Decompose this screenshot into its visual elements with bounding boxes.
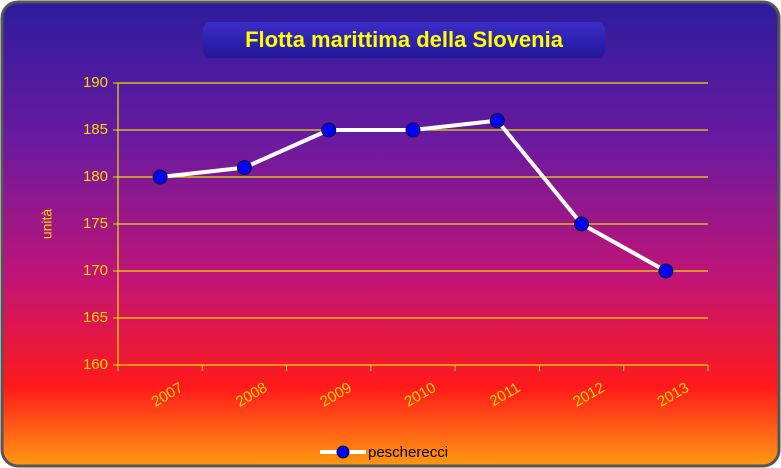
- legend-label: pescherecci: [368, 444, 448, 461]
- chart-title: Flotta marittima della Slovenia: [245, 27, 564, 52]
- marker: [152, 169, 168, 185]
- y-tick-label: 190: [83, 74, 108, 91]
- y-axis-label: unità: [39, 209, 55, 240]
- title-box: [203, 22, 605, 58]
- marker: [236, 160, 252, 176]
- marker: [574, 216, 590, 232]
- y-tick-label: 180: [83, 168, 108, 185]
- marker: [321, 122, 337, 138]
- marker: [405, 122, 421, 138]
- marker: [489, 113, 505, 129]
- y-tick-label: 185: [83, 121, 108, 138]
- y-tick-label: 165: [83, 309, 108, 326]
- y-tick-label: 170: [83, 262, 108, 279]
- legend-marker: [336, 445, 350, 459]
- marker: [658, 263, 674, 279]
- y-tick-label: 160: [83, 356, 108, 373]
- y-tick-label: 175: [83, 215, 108, 232]
